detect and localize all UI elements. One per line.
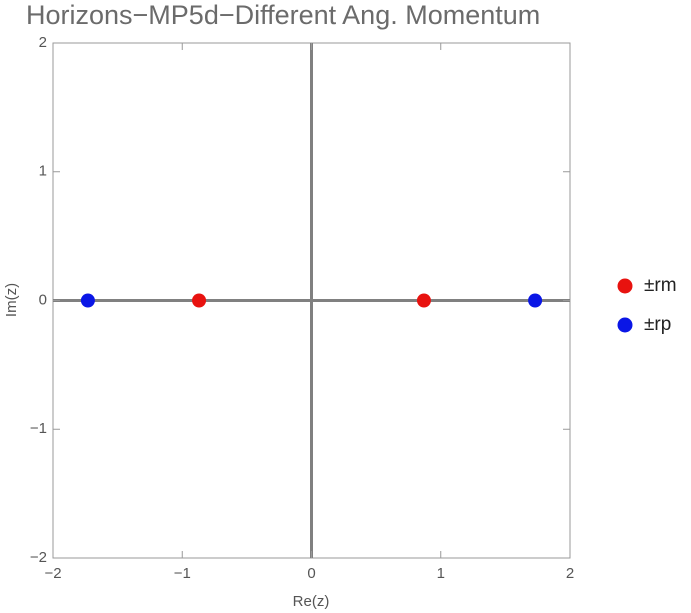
legend-label: ±rp (644, 314, 671, 335)
point (416, 293, 431, 308)
y-tick-label: 1 (39, 163, 47, 180)
x-tick-label: 1 (437, 565, 445, 582)
x-tick-label: −2 (44, 565, 61, 582)
chart-title: Horizons−MP5d−Different Ang. Momentum (26, 0, 540, 30)
y-tick-label: −2 (30, 549, 47, 566)
x-tick-label: −1 (174, 565, 191, 582)
legend-label: ±rm (644, 275, 677, 296)
y-tick-label: 0 (39, 291, 47, 308)
x-tick-label: 2 (566, 565, 574, 582)
point (192, 293, 207, 308)
legend-marker (617, 278, 633, 294)
point (528, 293, 543, 308)
legend-marker (617, 317, 633, 333)
x-axis-label: Re(z) (293, 593, 330, 610)
y-tick-label: 2 (39, 34, 47, 51)
y-axis-label: Im(z) (3, 283, 20, 317)
point (80, 293, 95, 308)
x-tick-label: 0 (307, 565, 315, 582)
y-tick-label: −1 (30, 420, 47, 437)
